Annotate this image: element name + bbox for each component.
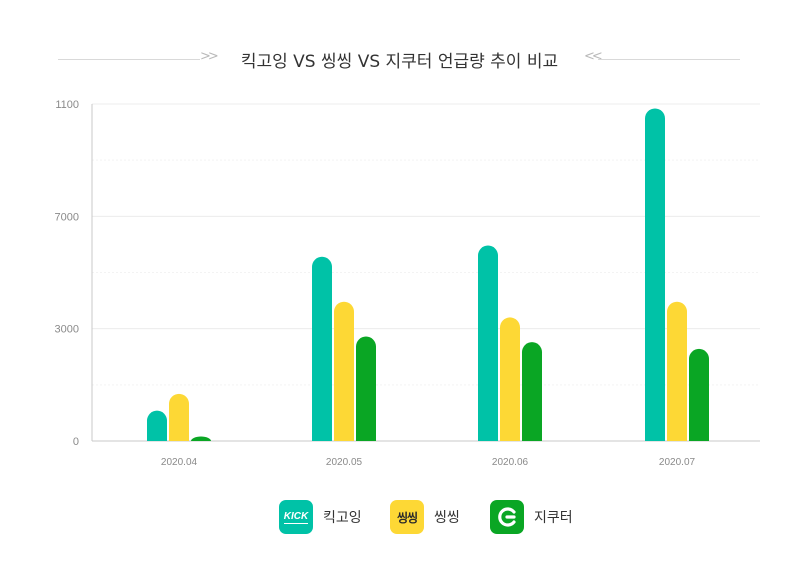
bar-kickgoing <box>312 256 332 441</box>
bar-kickgoing <box>645 108 665 441</box>
legend-item-kickgoing: KICK 킥고잉 <box>279 499 362 535</box>
legend-item-ssing: 씽씽 씽씽 <box>390 499 460 535</box>
ssing-logo-icon: 씽씽 <box>390 500 424 534</box>
legend-label-ssing: 씽씽 <box>434 510 460 526</box>
legend-label-gcooter: 지쿠터 <box>534 510 573 526</box>
ssing-logo-text: 씽씽 <box>396 510 418 525</box>
legend-label-kickgoing: 킥고잉 <box>323 510 362 526</box>
chart-title: 킥고잉 VS 씽씽 VS 지쿠터 언급량 추이 비교 <box>240 52 559 72</box>
y-tick-label: 1100 <box>55 99 79 111</box>
bar-kickgoing <box>478 245 498 441</box>
title-divider-left <box>58 59 200 60</box>
kick-logo-text: KICK <box>283 510 309 524</box>
bar-kickgoing <box>147 410 167 441</box>
bar-ssing <box>500 317 520 441</box>
bar-ssing <box>334 301 354 441</box>
bar-gcooter <box>356 336 376 441</box>
bar-ssing <box>667 301 687 441</box>
gcooter-logo-icon <box>490 500 524 534</box>
kick-logo-icon: KICK <box>279 500 313 534</box>
x-tick-label: 2020.07 <box>659 457 696 468</box>
chevron-left-icon: << <box>584 49 603 64</box>
chart-legend: KICK 킥고잉 씽씽 씽씽 지쿠터 <box>0 499 799 535</box>
bar-gcooter <box>689 348 709 441</box>
y-tick-label: 0 <box>73 436 79 448</box>
bar-gcooter <box>191 436 211 441</box>
x-tick-label: 2020.05 <box>326 457 363 468</box>
x-tick-label: 2020.06 <box>492 457 529 468</box>
legend-item-gcooter: 지쿠터 <box>490 499 573 535</box>
bar-ssing <box>169 393 189 441</box>
x-tick-label: 2020.04 <box>161 457 198 468</box>
y-tick-label: 3000 <box>55 324 79 336</box>
gcooter-g-icon <box>498 507 516 527</box>
y-tick-label: 7000 <box>55 211 79 223</box>
bar-gcooter <box>522 342 542 441</box>
chevron-right-icon: >> <box>200 49 219 64</box>
title-divider-right <box>598 59 740 60</box>
chart-header: >> 킥고잉 VS 씽씽 VS 지쿠터 언급량 추이 비교 << <box>0 44 799 76</box>
